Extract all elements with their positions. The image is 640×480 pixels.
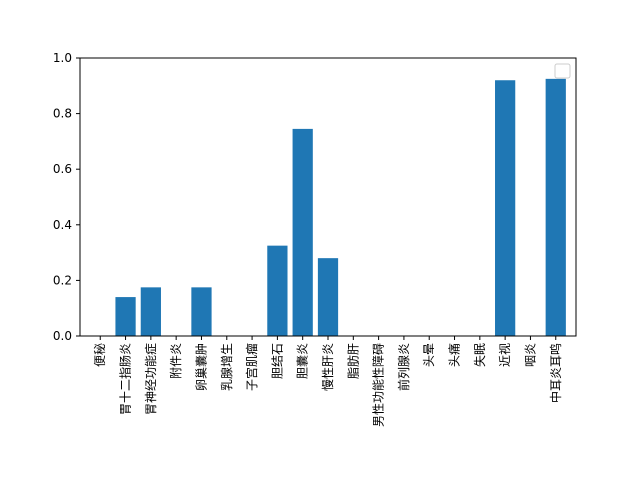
x-tick-label-0: 便秘 xyxy=(93,343,107,367)
y-tick-label-2: 0.4 xyxy=(53,218,72,232)
x-tick-label-8: 胆囊炎 xyxy=(295,343,310,379)
x-tick-label-11: 男性功能性障碍 xyxy=(371,343,386,427)
x-tick-label-10: 脂肪肝 xyxy=(345,343,360,379)
x-tick-label-17: 咽炎 xyxy=(523,343,537,367)
x-tick-label-6: 子宫肌瘤 xyxy=(244,343,259,391)
y-tick-label-3: 0.6 xyxy=(53,162,72,176)
bar-16 xyxy=(495,80,516,337)
x-axis: 便秘 胃十二指肠炎 胃神经功能症 附件炎 卵巢囊肿 乳腺增生 子宫肌瘤 胆结石 胆囊炎 慢性肝炎脂… xyxy=(93,336,563,427)
x-tick-label-18: 中耳炎耳鸣 xyxy=(548,343,563,403)
y-tick-label-4: 0.8 xyxy=(53,107,72,121)
bar-1 xyxy=(115,297,136,336)
x-tick-label-2: 胃神经功能症 xyxy=(143,343,158,415)
x-tick-label-15: 失眠 xyxy=(472,343,487,367)
bar-18 xyxy=(545,78,566,336)
x-tick-label-7: 胆结石 xyxy=(270,343,284,379)
x-tick-label-3: 附件炎 xyxy=(169,343,183,379)
x-tick-label-14: 头痛 xyxy=(447,343,462,367)
x-tick-label-16: 近视 xyxy=(497,343,512,367)
bars-group xyxy=(115,78,566,337)
x-tick-label-1: 胃十二指肠炎 xyxy=(118,343,133,415)
y-axis: 0.0 0.2 0.4 0.6 0.8 1.0 xyxy=(53,51,80,343)
plot-frame xyxy=(79,57,577,337)
x-tick-label-4: 卵巢囊肿 xyxy=(193,343,208,391)
legend-box xyxy=(554,63,571,79)
x-tick-label-5: 乳腺增生 xyxy=(220,343,234,391)
bar-2 xyxy=(140,287,161,336)
x-tick-label-9: 慢性肝炎 xyxy=(321,343,335,391)
bar-8 xyxy=(292,128,313,336)
x-tick-label-13: 头晕 xyxy=(422,343,436,367)
y-tick-label-0: 0.0 xyxy=(53,329,72,343)
bar-4 xyxy=(191,287,212,336)
x-tick-label-12: 前列腺炎 xyxy=(396,343,411,391)
bar-9 xyxy=(317,258,339,336)
bar-7 xyxy=(267,245,288,336)
y-tick-label-5: 1.0 xyxy=(53,51,72,65)
y-tick-label-1: 0.2 xyxy=(53,273,72,287)
